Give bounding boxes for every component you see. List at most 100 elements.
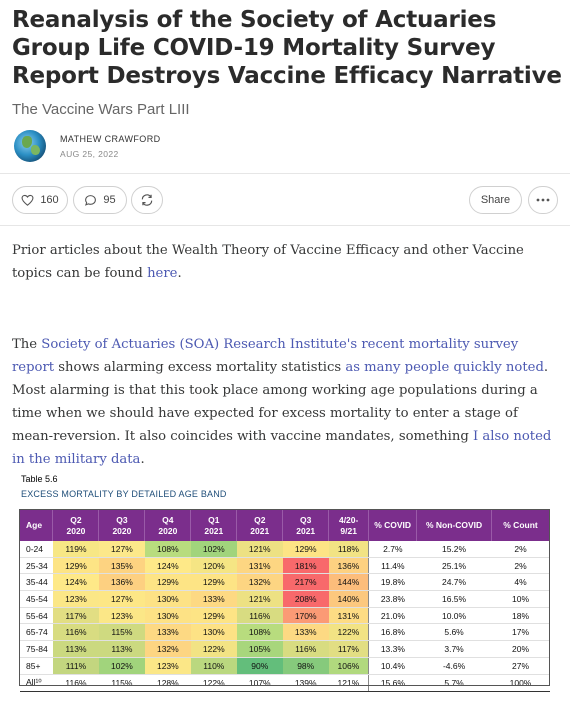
table-cell: 118% [328, 541, 369, 558]
table-cell: 128% [144, 673, 191, 692]
table-cell: -4.6% [416, 657, 492, 675]
article-subtitle: The Vaccine Wars Part LIII [12, 101, 190, 118]
table-cell: 25.1% [416, 557, 492, 575]
more-options-button[interactable] [528, 186, 558, 214]
table-cell: 140% [328, 590, 369, 608]
table-cell: 10% [491, 590, 550, 608]
table-row: 85+ 111% 102% 123% 110% 90% 98% 106% 10.4% -4.6% 2… [20, 657, 550, 675]
table-cell: 129% [190, 573, 237, 592]
table-cell: 21.0% [368, 607, 417, 625]
table-cell: 124% [144, 557, 191, 575]
table-cell: 102% [190, 541, 237, 558]
table-cell: 15.6% [368, 673, 417, 692]
table-cell: 129% [144, 573, 191, 592]
table-cell: 3.7% [416, 640, 492, 658]
age-band-cell: 25-34 [20, 557, 53, 575]
table-cell: 208% [282, 590, 329, 608]
age-band-cell: All¹⁰ [20, 673, 53, 692]
share-button[interactable]: Share [469, 186, 522, 214]
column-header: Q2 2020 [52, 510, 100, 541]
table-cell: 15.2% [416, 541, 492, 558]
table-caption: Table 5.6 [21, 474, 58, 484]
more-icon [536, 198, 550, 202]
author-avatar[interactable] [14, 130, 46, 162]
table-cell: 23.8% [368, 590, 417, 608]
table-cell: 11.4% [368, 557, 417, 575]
restack-button[interactable] [131, 186, 163, 214]
table-cell: 2.7% [368, 541, 417, 558]
divider [0, 225, 570, 226]
table-cell: 4% [491, 573, 550, 592]
table-cell: 129% [190, 607, 237, 625]
many-people-link[interactable]: as many people quickly noted [345, 360, 544, 375]
age-band-cell: 85+ [20, 657, 53, 675]
column-header: Q3 2021 [282, 510, 330, 541]
table-cell: 136% [98, 573, 145, 592]
table-row: 0-24 119% 127% 108% 102% 121% 129% 118% 2.7% 15.2… [20, 541, 550, 558]
table-header-row: Age Q2 2020 Q3 2020 Q4 2020 Q1 2021 Q2 2021 Q3 2021 4… [20, 510, 550, 541]
table-subcaption: EXCESS MORTALITY BY DETAILED AGE BAND [21, 489, 227, 499]
like-count: 160 [40, 194, 59, 206]
table-cell: 139% [282, 673, 329, 692]
table-cell: 113% [98, 640, 145, 658]
table-cell: 90% [236, 657, 283, 675]
table-cell: 123% [52, 590, 99, 608]
heart-icon [21, 194, 34, 206]
table-cell: 98% [282, 657, 329, 675]
table-cell: 130% [144, 590, 191, 608]
restack-icon [141, 194, 153, 206]
table-cell: 129% [282, 541, 329, 558]
share-label: Share [480, 194, 511, 206]
military-data-link[interactable]: I also noted in the military data [12, 429, 552, 467]
author-byline: MATHEW CRAWFORD AUG 25, 2022 [14, 128, 314, 164]
table-cell: 16.8% [368, 623, 417, 642]
table-cell: 130% [190, 623, 237, 642]
table-cell: 116% [236, 607, 283, 625]
table-cell: 127% [98, 590, 145, 608]
table-cell: 5.7% [416, 673, 492, 692]
comment-icon [85, 194, 97, 206]
body-paragraph: The Society of Actuaries (SOA) Research … [12, 337, 552, 467]
intro-paragraph: Prior articles about the Wealth Theory o… [12, 243, 524, 281]
table-cell: 130% [144, 607, 191, 625]
table-cell: 16.5% [416, 590, 492, 608]
table-cell: 131% [328, 607, 369, 625]
table-cell: 100% [491, 673, 550, 692]
table-cell: 133% [144, 623, 191, 642]
table-cell: 170% [282, 607, 329, 625]
table-cell: 136% [328, 557, 369, 575]
column-header: Q2 2021 [236, 510, 284, 541]
soa-report-link[interactable]: Society of Actuaries (SOA) Research Inst… [12, 337, 519, 375]
table-cell: 2% [491, 541, 550, 558]
table-cell: 10.4% [368, 657, 417, 675]
table-cell: 116% [52, 673, 99, 692]
age-band-cell: 0-24 [20, 541, 53, 558]
article-title: Reanalysis of the Society of Actuaries G… [12, 7, 562, 89]
divider [0, 173, 570, 174]
comment-button[interactable]: 95 [73, 186, 127, 214]
like-button[interactable]: 160 [12, 186, 68, 214]
column-header: % Count [491, 510, 550, 541]
table-cell: 144% [328, 573, 369, 592]
table-cell: 19.8% [368, 573, 417, 592]
table-cell: 132% [144, 640, 191, 658]
post-date: AUG 25, 2022 [60, 149, 119, 159]
table-cell: 121% [328, 673, 369, 692]
table-cell: 181% [282, 557, 329, 575]
column-header: Q3 2020 [98, 510, 146, 541]
table-cell: 123% [98, 607, 145, 625]
table-cell: 120% [190, 557, 237, 575]
table-cell: 111% [52, 657, 99, 675]
here-link[interactable]: here [147, 266, 178, 281]
table-cell: 119% [52, 541, 99, 558]
comment-count: 95 [103, 194, 116, 206]
table-cell: 2% [491, 557, 550, 575]
table-cell: 18% [491, 607, 550, 625]
table-row: 45-54 123% 127% 130% 133% 121% 208% 140% 23.8% 16… [20, 590, 550, 608]
table-cell: 113% [52, 640, 99, 658]
excess-mortality-table: Age Q2 2020 Q3 2020 Q4 2020 Q1 2021 Q2 2021 Q3 2021 4… [20, 510, 550, 692]
table-row: 55-64 117% 123% 130% 129% 116% 170% 131% 21.0% 10… [20, 607, 550, 625]
table-cell: 105% [236, 640, 283, 658]
column-header: Q4 2020 [144, 510, 192, 541]
author-name[interactable]: MATHEW CRAWFORD [60, 134, 161, 144]
